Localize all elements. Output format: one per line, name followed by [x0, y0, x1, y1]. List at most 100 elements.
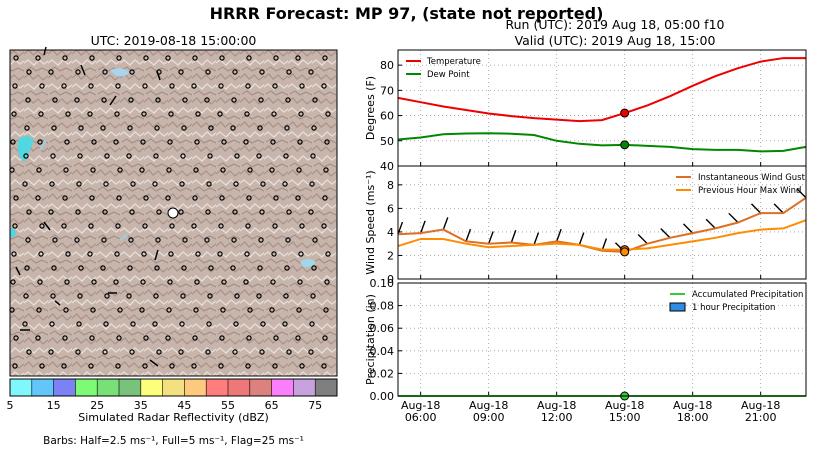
calm-wind-station: [309, 181, 315, 187]
calm-wind-station: [139, 167, 145, 173]
calm-wind-station: [10, 139, 16, 145]
calm-wind-station: [256, 293, 262, 299]
calm-wind-station: [246, 55, 252, 61]
calm-wind-station: [37, 279, 43, 285]
calm-wind-station: [192, 195, 198, 201]
calm-wind-station: [271, 111, 277, 117]
calm-wind-station: [142, 363, 148, 369]
calm-wind-station: [193, 307, 199, 313]
run-time-label: Run (UTC): 2019 Aug 18, 05:00 f10: [505, 17, 725, 32]
calm-wind-station: [51, 265, 57, 271]
calm-wind-station: [74, 237, 80, 243]
colorbar-swatch: [315, 379, 338, 396]
calm-wind-station: [165, 195, 171, 201]
y-tick-label: 60: [380, 110, 394, 123]
calm-wind-station: [191, 83, 197, 89]
calm-wind-station: [50, 293, 56, 299]
calm-wind-station: [230, 265, 236, 271]
calm-wind-station: [258, 237, 264, 243]
colorbar-tick-label: 45: [177, 399, 191, 412]
calm-wind-station: [100, 265, 106, 271]
legend-swatch: [669, 302, 686, 312]
barbs-legend-note: Barbs: Half=2.5 ms⁻¹, Full=5 ms⁻¹, Flag=…: [43, 435, 304, 447]
calm-wind-station: [258, 97, 264, 103]
calm-wind-station: [309, 321, 315, 327]
calm-wind-station: [74, 97, 80, 103]
calm-wind-station: [232, 349, 238, 355]
calm-wind-station: [204, 237, 210, 243]
calm-wind-station: [234, 293, 240, 299]
calm-wind-station: [231, 237, 237, 243]
calm-wind-station: [283, 153, 289, 159]
series-line: [397, 196, 807, 253]
colorbar-tick-label: 25: [90, 399, 104, 412]
calm-wind-station: [324, 279, 330, 285]
calm-wind-station: [114, 251, 120, 257]
panel-frame: [397, 282, 807, 397]
valid-time-marker: [620, 108, 630, 118]
calm-wind-station: [220, 167, 226, 173]
calm-wind-station: [286, 209, 292, 215]
calm-wind-station: [245, 223, 251, 229]
calm-wind-station: [90, 307, 96, 313]
map-panel: [9, 46, 338, 377]
calm-wind-station: [49, 321, 55, 327]
calm-wind-station: [115, 83, 121, 89]
calm-wind-station: [36, 167, 42, 173]
calm-wind-station: [295, 55, 301, 61]
calm-wind-station: [143, 335, 149, 341]
calm-wind-station: [128, 97, 134, 103]
wind-barb: [397, 221, 404, 235]
calm-wind-station: [192, 55, 198, 61]
calm-wind-station: [272, 223, 278, 229]
calm-wind-station: [142, 223, 148, 229]
calm-wind-station: [13, 195, 19, 201]
colorbar-swatch: [249, 379, 273, 396]
calm-wind-station: [233, 181, 239, 187]
x-tick-time-label: 21:00: [745, 411, 777, 424]
calm-wind-station: [233, 321, 239, 327]
calm-wind-station: [13, 335, 19, 341]
x-tick-time-label: 18:00: [677, 411, 709, 424]
calm-wind-station: [259, 69, 265, 75]
calm-wind-station: [208, 125, 214, 131]
x-tick-date-label: Aug-18: [469, 399, 508, 412]
calm-wind-station: [126, 153, 132, 159]
wind-barb: [796, 188, 807, 199]
legend-label: Accumulated Precipitation: [692, 290, 803, 300]
calm-wind-station: [154, 125, 160, 131]
calm-wind-station: [311, 265, 317, 271]
valid-time-marker: [620, 247, 630, 257]
calm-wind-station: [103, 181, 109, 187]
calm-wind-station: [115, 223, 121, 229]
x-tick-date-label: Aug-18: [673, 399, 712, 412]
y-tick-label: 40: [380, 160, 394, 173]
calm-wind-station: [35, 55, 41, 61]
calm-wind-station: [75, 349, 81, 355]
calm-wind-station: [76, 181, 82, 187]
wind-barb: [465, 228, 472, 242]
x-tick-time-label: 06:00: [405, 411, 437, 424]
wind-barb: [533, 232, 540, 246]
wind-barb: [54, 300, 61, 306]
calm-wind-station: [181, 125, 187, 131]
calm-wind-station: [286, 349, 292, 355]
wind-barb: [637, 234, 648, 245]
calm-wind-station: [156, 349, 162, 355]
calm-wind-station: [65, 251, 71, 257]
calm-wind-station: [52, 97, 58, 103]
calm-wind-station: [246, 335, 252, 341]
calm-wind-station: [286, 69, 292, 75]
calm-wind-station: [11, 251, 17, 257]
calm-wind-station: [296, 167, 302, 173]
calm-wind-station: [87, 251, 93, 257]
calm-wind-station: [299, 363, 305, 369]
calm-wind-station: [312, 97, 318, 103]
calm-wind-station: [90, 167, 96, 173]
y-tick-label: 4: [387, 226, 394, 239]
calm-wind-station: [104, 293, 110, 299]
calm-wind-station: [62, 55, 68, 61]
calm-wind-station: [143, 55, 149, 61]
wind-barb: [80, 64, 86, 76]
calm-wind-station: [299, 83, 305, 89]
